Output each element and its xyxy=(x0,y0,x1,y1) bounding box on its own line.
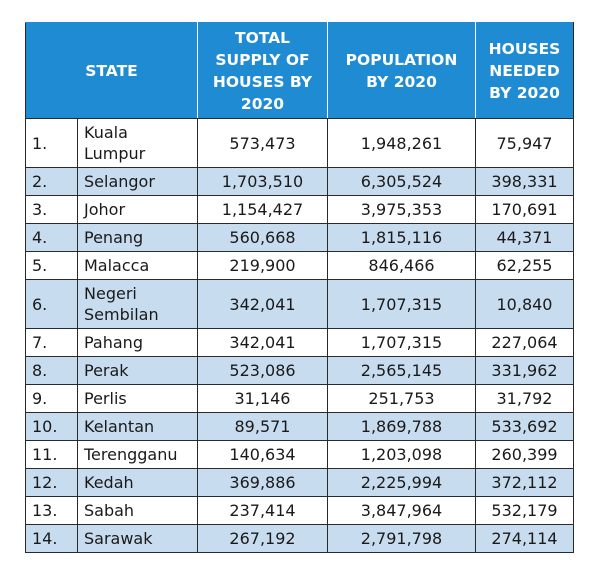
value-cell: 369,886 xyxy=(197,468,328,497)
header-row: STATE TOTAL SUPPLY OF HOUSES BY 2020 POPUL… xyxy=(25,22,574,119)
value-cell: 398,331 xyxy=(475,167,574,196)
row-number: 12. xyxy=(25,468,78,497)
row-number: 4. xyxy=(25,223,78,252)
value-cell: 140,634 xyxy=(197,440,328,469)
table-row: 3. Johor 1,154,427 3,975,353 170,691 xyxy=(25,195,574,224)
row-number: 1. xyxy=(25,118,78,168)
state-name: Sabah xyxy=(77,496,198,525)
value-cell: 44,371 xyxy=(475,223,574,252)
value-cell: 1,707,315 xyxy=(327,279,476,329)
value-cell: 62,255 xyxy=(475,251,574,280)
row-number: 7. xyxy=(25,328,78,357)
state-name: Negeri Sembilan xyxy=(77,279,198,329)
row-number: 5. xyxy=(25,251,78,280)
value-cell: 6,305,524 xyxy=(327,167,476,196)
value-cell: 75,947 xyxy=(475,118,574,168)
state-name: Malacca xyxy=(77,251,198,280)
value-cell: 3,847,964 xyxy=(327,496,476,525)
value-cell: 227,064 xyxy=(475,328,574,357)
state-name: Perak xyxy=(77,356,198,385)
value-cell: 89,571 xyxy=(197,412,328,441)
value-cell: 267,192 xyxy=(197,524,328,553)
value-cell: 523,086 xyxy=(197,356,328,385)
table-row: 10. Kelantan 89,571 1,869,788 533,692 xyxy=(25,412,574,441)
value-cell: 342,041 xyxy=(197,328,328,357)
table-row: 7. Pahang 342,041 1,707,315 227,064 xyxy=(25,328,574,357)
value-cell: 10,840 xyxy=(475,279,574,329)
header-cell: TOTAL SUPPLY OF HOUSES BY 2020 xyxy=(197,22,328,119)
table-row: 13. Sabah 237,414 3,847,964 532,179 xyxy=(25,496,574,525)
value-cell: 237,414 xyxy=(197,496,328,525)
value-cell: 31,792 xyxy=(475,384,574,413)
value-cell: 1,154,427 xyxy=(197,195,328,224)
row-number: 9. xyxy=(25,384,78,413)
table-row: 4. Penang 560,668 1,815,116 44,371 xyxy=(25,223,574,252)
value-cell: 1,815,116 xyxy=(327,223,476,252)
table-row: 8. Perak 523,086 2,565,145 331,962 xyxy=(25,356,574,385)
row-number: 2. xyxy=(25,167,78,196)
table-row: 9. Perlis 31,146 251,753 31,792 xyxy=(25,384,574,413)
value-cell: 560,668 xyxy=(197,223,328,252)
value-cell: 532,179 xyxy=(475,496,574,525)
state-name: Sarawak xyxy=(77,524,198,553)
row-number: 10. xyxy=(25,412,78,441)
state-name: Penang xyxy=(77,223,198,252)
value-cell: 846,466 xyxy=(327,251,476,280)
value-cell: 533,692 xyxy=(475,412,574,441)
header-cell: STATE xyxy=(25,22,198,119)
value-cell: 170,691 xyxy=(475,195,574,224)
table-row: 2. Selangor 1,703,510 6,305,524 398,331 xyxy=(25,167,574,196)
header-cell: POPULATION BY 2020 xyxy=(327,22,476,119)
value-cell: 251,753 xyxy=(327,384,476,413)
state-name: Kelantan xyxy=(77,412,198,441)
state-name: Perlis xyxy=(77,384,198,413)
state-name: Kedah xyxy=(77,468,198,497)
table-row: 6. Negeri Sembilan 342,041 1,707,315 10,840 xyxy=(25,279,574,329)
header-cell: HOUSES NEEDED BY 2020 xyxy=(475,22,574,119)
table-row: 14. Sarawak 267,192 2,791,798 274,114 xyxy=(25,524,574,553)
row-number: 3. xyxy=(25,195,78,224)
value-cell: 1,869,788 xyxy=(327,412,476,441)
value-cell: 1,703,510 xyxy=(197,167,328,196)
table-row: 5. Malacca 219,900 846,466 62,255 xyxy=(25,251,574,280)
value-cell: 573,473 xyxy=(197,118,328,168)
value-cell: 342,041 xyxy=(197,279,328,329)
value-cell: 219,900 xyxy=(197,251,328,280)
value-cell: 2,225,994 xyxy=(327,468,476,497)
value-cell: 1,203,098 xyxy=(327,440,476,469)
value-cell: 31,146 xyxy=(197,384,328,413)
state-name: Pahang xyxy=(77,328,198,357)
value-cell: 274,114 xyxy=(475,524,574,553)
row-number: 13. xyxy=(25,496,78,525)
value-cell: 1,948,261 xyxy=(327,118,476,168)
value-cell: 2,791,798 xyxy=(327,524,476,553)
state-name: Kuala Lumpur xyxy=(77,118,198,168)
row-number: 8. xyxy=(25,356,78,385)
row-number: 14. xyxy=(25,524,78,553)
table-row: 1. Kuala Lumpur 573,473 1,948,261 75,947 xyxy=(25,118,574,168)
value-cell: 2,565,145 xyxy=(327,356,476,385)
state-name: Terengganu xyxy=(77,440,198,469)
value-cell: 331,962 xyxy=(475,356,574,385)
state-name: Johor xyxy=(77,195,198,224)
value-cell: 3,975,353 xyxy=(327,195,476,224)
housing-table: STATE TOTAL SUPPLY OF HOUSES BY 2020 POPUL… xyxy=(25,22,574,553)
value-cell: 260,399 xyxy=(475,440,574,469)
table-container: STATE TOTAL SUPPLY OF HOUSES BY 2020 POPUL… xyxy=(25,22,574,553)
row-number: 11. xyxy=(25,440,78,469)
table-row: 11. Terengganu 140,634 1,203,098 260,399 xyxy=(25,440,574,469)
table-row: 12. Kedah 369,886 2,225,994 372,112 xyxy=(25,468,574,497)
row-number: 6. xyxy=(25,279,78,329)
value-cell: 1,707,315 xyxy=(327,328,476,357)
value-cell: 372,112 xyxy=(475,468,574,497)
state-name: Selangor xyxy=(77,167,198,196)
